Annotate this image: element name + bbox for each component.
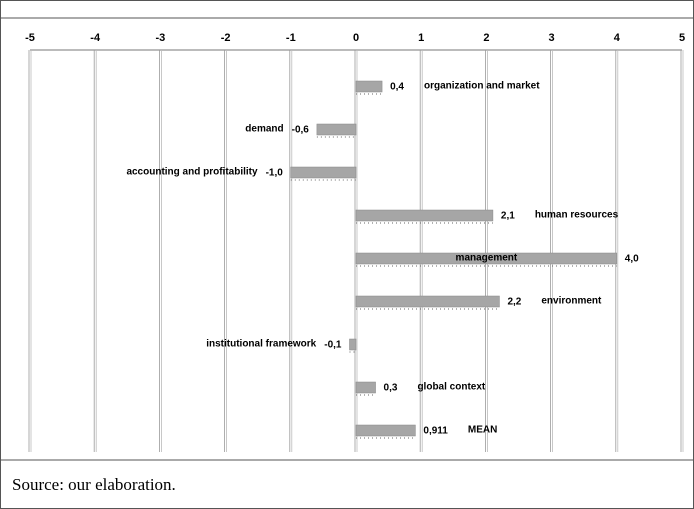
bar bbox=[355, 80, 383, 93]
bar bbox=[316, 123, 357, 136]
caption: Source: our elaboration. bbox=[12, 475, 176, 494]
x-tick-label: 1 bbox=[418, 32, 424, 44]
bar bbox=[290, 166, 357, 179]
x-tick-label: -4 bbox=[90, 32, 101, 44]
value-label: -0,6 bbox=[292, 125, 310, 136]
value-label: 0,911 bbox=[423, 426, 448, 437]
bar bbox=[355, 295, 500, 308]
x-tick-label: 4 bbox=[614, 32, 621, 44]
value-label: -1,0 bbox=[266, 168, 284, 179]
category-label: global context bbox=[417, 382, 485, 393]
value-label: 2,1 bbox=[501, 211, 515, 222]
category-label: demand bbox=[245, 124, 283, 135]
category-label: accounting and profitability bbox=[126, 167, 258, 178]
bar bbox=[355, 209, 494, 222]
bar bbox=[355, 424, 416, 437]
value-label: 0,4 bbox=[390, 82, 404, 93]
bar bbox=[355, 381, 376, 394]
x-tick-label: 5 bbox=[679, 32, 685, 44]
category-label: MEAN bbox=[468, 425, 497, 436]
x-tick-label: 2 bbox=[483, 32, 489, 44]
category-label: human resources bbox=[535, 210, 619, 221]
x-tick-label: 3 bbox=[549, 32, 555, 44]
x-tick-label: 0 bbox=[353, 32, 359, 44]
value-label: 2,2 bbox=[507, 297, 521, 308]
value-label: 4,0 bbox=[625, 254, 639, 265]
category-label: environment bbox=[541, 296, 602, 307]
x-tick-label: -2 bbox=[221, 32, 231, 44]
x-tick-label: -3 bbox=[156, 32, 166, 44]
x-tick-label: -5 bbox=[25, 32, 35, 44]
category-label: institutional framework bbox=[206, 339, 316, 350]
value-label: 0,3 bbox=[384, 383, 398, 394]
bar bbox=[355, 252, 618, 265]
category-label: management bbox=[456, 253, 518, 264]
bar bbox=[349, 338, 357, 351]
category-label: organization and market bbox=[424, 81, 540, 92]
x-tick-label: -1 bbox=[286, 32, 296, 44]
value-label: -0,1 bbox=[324, 340, 342, 351]
